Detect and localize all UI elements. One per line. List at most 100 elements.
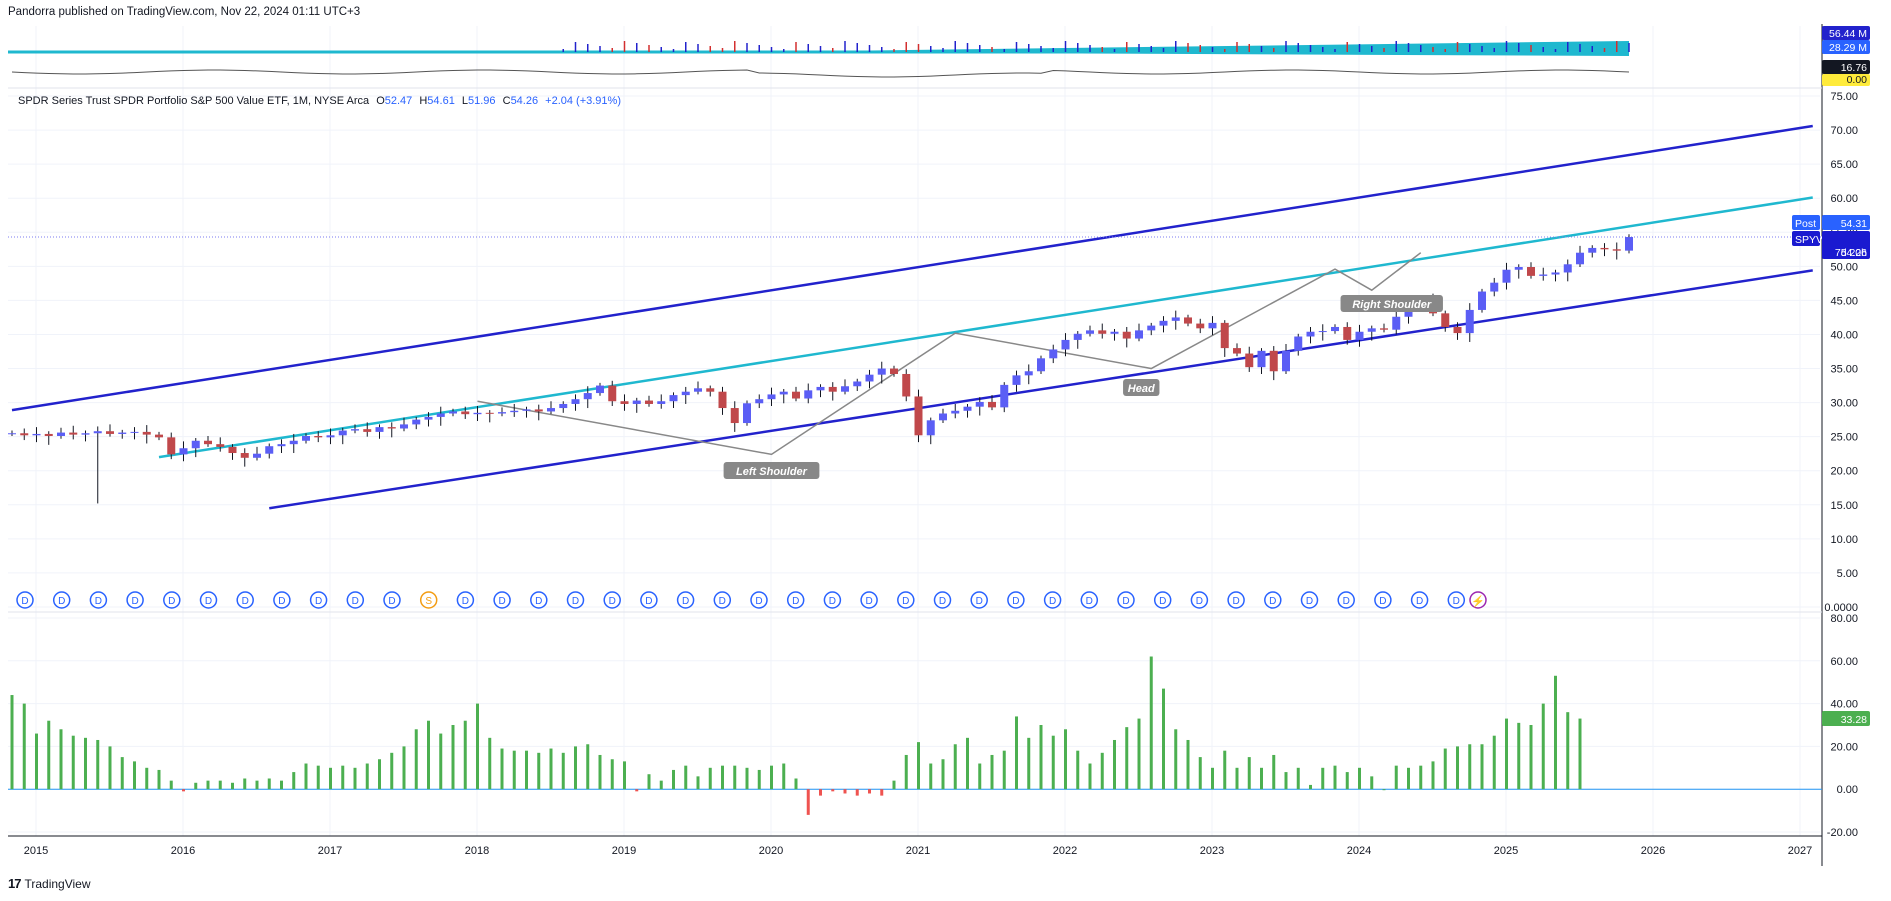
hist-tick-label: -20.00 [1827, 827, 1858, 839]
histogram-bar [341, 765, 345, 790]
candle-body [216, 444, 225, 447]
dividend-marker [199, 591, 218, 609]
dividend-marker [1007, 591, 1025, 609]
price-tick-label: 60.00 [1830, 193, 1858, 205]
candle-body [289, 440, 298, 445]
candle-body [1612, 249, 1621, 251]
candle-body [706, 388, 715, 392]
candle-body [963, 406, 972, 411]
price-tick-label: 10.00 [1830, 534, 1858, 546]
histogram-bar [206, 780, 210, 790]
candle-body [681, 391, 690, 396]
candle-body [179, 448, 188, 455]
time-axis[interactable]: 2015 2016 2017 2018 2019 2020 2021 2022 2023 2024… [24, 845, 1812, 857]
price-tick-label: 20.00 [1830, 466, 1858, 478]
dividend-marker-label: D [1086, 596, 1093, 607]
time-tick-label: 2023 [1200, 845, 1224, 857]
histogram-last-tag: 33.28 [1841, 714, 1867, 726]
histogram-bar [108, 746, 112, 790]
channel-lower-line [269, 269, 1813, 510]
histogram-bar [721, 765, 724, 790]
channel-upper-line [11, 124, 1813, 412]
ticker-price-tag-box [1822, 231, 1870, 259]
candle-body [718, 391, 727, 409]
histogram-bar [880, 789, 884, 796]
dividend-marker-label: D [1343, 596, 1350, 607]
histogram-bar [1345, 772, 1349, 790]
histogram-bar [1456, 746, 1459, 790]
price-axis[interactable]: 75.0070.0065.0060.0055.0050.0045.0040.00… [1824, 91, 1858, 614]
candle-body [338, 430, 347, 436]
histogram-bar [35, 733, 38, 790]
candle-body [951, 410, 960, 414]
candle-body [914, 396, 923, 436]
histogram-bar [1566, 712, 1570, 790]
histogram-bar [1260, 767, 1263, 790]
tradingview-logo[interactable]: 17 TradingView [8, 876, 91, 891]
countdown-label: 7d 20h [1835, 247, 1867, 259]
histogram-bar [243, 778, 247, 790]
histogram-axis[interactable]: 80.00 60.00 40.00 20.00 0.00 -20.00 [1827, 613, 1858, 839]
histogram-bar [843, 789, 847, 794]
candle-body [939, 413, 947, 421]
histogram-bar [304, 763, 308, 790]
candle-body [1159, 320, 1168, 326]
candle-body [8, 433, 16, 435]
histogram-bar [1223, 750, 1227, 790]
dividend-marker-label: D [1232, 596, 1239, 607]
candle-body [1441, 313, 1450, 327]
dividend-marker [786, 591, 805, 609]
candle-body [645, 400, 653, 404]
time-tick-label: 2018 [465, 845, 489, 857]
histogram-bar [819, 789, 822, 796]
histogram-bar [598, 754, 602, 790]
time-tick-label: 2024 [1347, 845, 1371, 857]
dividend-marker [603, 591, 621, 609]
candle-body [792, 391, 800, 399]
histogram-bar [1027, 737, 1031, 790]
time-tick-label: 2025 [1494, 845, 1518, 857]
dividend-marker [860, 591, 878, 609]
hist-tick-label: 0.00 [1837, 784, 1858, 796]
histogram-bar [623, 761, 626, 790]
dividend-marker-label: D [755, 596, 762, 607]
symbol-legend: SPDR Series Trust SPDR Portfolio S&P 500… [18, 95, 621, 107]
dividend-marker-label: D [572, 596, 579, 607]
time-tick-label: 2022 [1053, 845, 1077, 857]
candle-body [412, 419, 421, 425]
candle-body [1355, 331, 1364, 340]
histogram-bar [1198, 757, 1202, 790]
candle-body [1098, 330, 1107, 334]
price-tick-label: 5.00 [1837, 568, 1858, 580]
histogram-bar [1443, 748, 1447, 790]
legend-close: C54.26 [502, 95, 539, 107]
candle-body [522, 409, 531, 411]
dividend-marker [1264, 591, 1282, 609]
candle-body [1527, 267, 1535, 276]
histogram-bar [390, 752, 394, 790]
candle-body [694, 388, 702, 392]
candle-body [461, 411, 470, 415]
histogram-bar [1554, 675, 1557, 790]
candle-body [1551, 272, 1560, 275]
histogram-bar [684, 765, 688, 790]
dividend-marker-label: D [902, 596, 909, 607]
candle-body [1380, 328, 1388, 330]
histogram-bar [500, 748, 504, 790]
histogram-bar [733, 765, 737, 790]
dividend-marker [897, 591, 915, 609]
histogram-bar [47, 720, 51, 790]
candle-body [375, 427, 384, 432]
candle-body [1306, 331, 1315, 337]
histogram-bar [1492, 735, 1496, 790]
dividend-marker-label: D [1306, 596, 1313, 607]
dividend-marker-label: D [792, 596, 799, 607]
candle-body [130, 431, 139, 433]
dividend-marker [16, 591, 34, 609]
dividend-marker [1190, 591, 1209, 609]
histogram-bar [904, 754, 908, 790]
candle-body [20, 433, 29, 436]
candle-body [1086, 330, 1094, 334]
